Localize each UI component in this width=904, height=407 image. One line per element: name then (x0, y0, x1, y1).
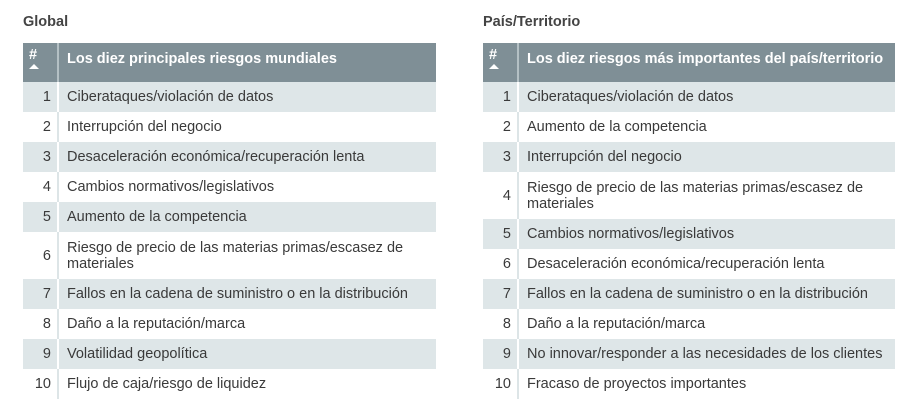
table-row: 4 Riesgo de precio de las materias primas… (483, 172, 895, 219)
risk-cell: Daño a la reputación/marca (67, 316, 246, 332)
table-row: 1 Ciberataques/violación de datos (483, 82, 895, 112)
risk-cell: Aumento de la competencia (58, 202, 436, 232)
global-risks-table: # Los diez principales riesgos mundiales… (23, 43, 436, 399)
risk-cell: No innovar/responder a las necesidades d… (518, 339, 895, 369)
rank-cell: 7 (483, 279, 519, 309)
risk-cell: Riesgo de precio de las materias primas/… (527, 179, 864, 212)
table-row: 1 Ciberataques/violación de datos (23, 82, 436, 112)
rank-cell: 1 (483, 82, 519, 112)
sort-ascending-icon (489, 64, 499, 69)
risk-column-header[interactable]: Los diez riesgos más importantes del paí… (518, 43, 895, 82)
rank-column-header[interactable]: # (23, 43, 59, 82)
risk-cell: Fallos en la cadena de suministro o en l… (58, 279, 436, 309)
rank-cell: 8 (23, 309, 59, 339)
rank-cell: 3 (23, 142, 59, 172)
risk-cell: Volatilidad geopolítica (58, 339, 436, 369)
risk-cell: Fracaso de proyectos importantes (527, 376, 747, 392)
rank-cell: 6 (483, 249, 519, 279)
risk-cell: Cambios normativos/legislativos (67, 179, 275, 195)
table-row: 6 Riesgo de precio de las materias primas… (23, 232, 436, 279)
table-row: 8 Daño a la reputación/marca (23, 309, 436, 339)
rank-cell: 4 (483, 172, 519, 219)
country-title: País/Territorio (483, 14, 581, 30)
risk-column-header[interactable]: Los diez principales riesgos mundiales (58, 43, 436, 82)
risk-cell: Desaceleración económica/recuperación le… (527, 256, 825, 272)
global-title: Global (23, 14, 69, 30)
table-row: 8 Daño a la reputación/marca (483, 309, 895, 339)
rank-header-label: # (29, 47, 38, 63)
rank-cell: 10 (23, 369, 59, 399)
rank-cell: 2 (483, 112, 519, 142)
rank-cell: 3 (483, 142, 519, 172)
table-row: 4 Cambios normativos/legislativos (23, 172, 436, 202)
table-row: 10 Flujo de caja/riesgo de liquidez (23, 369, 436, 399)
rank-cell: 9 (23, 339, 59, 369)
rank-cell: 7 (23, 279, 59, 309)
table-row: 3 Interrupción del negocio (483, 142, 895, 172)
rank-cell: 10 (483, 369, 519, 399)
risk-cell: Cambios normativos/legislativos (518, 219, 895, 249)
table-row: 7 Fallos en la cadena de suministro o en … (483, 279, 895, 309)
table-row: 9 No innovar/responder a las necesidades … (483, 339, 895, 369)
rank-cell: 5 (483, 219, 519, 249)
rank-column-header[interactable]: # (483, 43, 519, 82)
table-row: 9 Volatilidad geopolítica (23, 339, 436, 369)
risk-cell: Daño a la reputación/marca (527, 316, 706, 332)
rank-header-label: # (489, 47, 498, 63)
risk-cell: Desaceleración económica/recuperación le… (58, 142, 436, 172)
rank-cell: 2 (23, 112, 59, 142)
risk-cell: Fallos en la cadena de suministro o en l… (518, 279, 895, 309)
rank-cell: 5 (23, 202, 59, 232)
risk-cell: Ciberataques/violación de datos (58, 82, 436, 112)
table-row: 3 Desaceleración económica/recuperación l… (23, 142, 436, 172)
risk-cell: Interrupción del negocio (518, 142, 895, 172)
sort-ascending-icon (29, 64, 39, 69)
table-row: 10 Fracaso de proyectos importantes (483, 369, 895, 399)
table-row: 6 Desaceleración económica/recuperación l… (483, 249, 895, 279)
rank-cell: 4 (23, 172, 59, 202)
risk-cell: Riesgo de precio de las materias primas/… (67, 239, 404, 272)
risk-cell: Flujo de caja/riesgo de liquidez (67, 376, 267, 392)
rank-cell: 6 (23, 232, 59, 279)
rank-cell: 9 (483, 339, 519, 369)
rank-cell: 8 (483, 309, 519, 339)
table-row: 5 Cambios normativos/legislativos (483, 219, 895, 249)
risk-cell: Ciberataques/violación de datos (518, 82, 895, 112)
table-row: 2 Interrupción del negocio (23, 112, 436, 142)
risk-cell: Aumento de la competencia (527, 119, 707, 135)
table-row: 7 Fallos en la cadena de suministro o en … (23, 279, 436, 309)
risk-cell: Interrupción del negocio (67, 119, 222, 135)
table-row: 2 Aumento de la competencia (483, 112, 895, 142)
table-row: 5 Aumento de la competencia (23, 202, 436, 232)
country-risks-table: # Los diez riesgos más importantes del p… (483, 43, 895, 399)
rank-cell: 1 (23, 82, 59, 112)
